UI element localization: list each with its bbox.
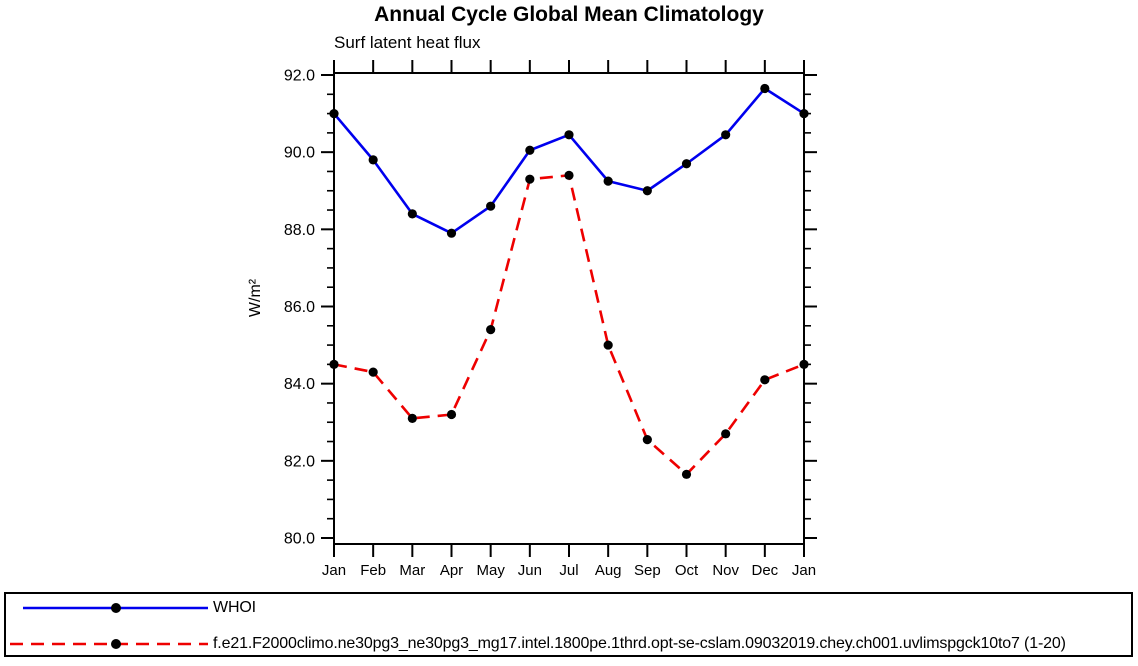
x-tick-label: Jan	[792, 562, 816, 579]
y-tick-label: 86.0	[284, 299, 315, 316]
legend-entry-whoi: WHOI	[8, 595, 256, 621]
x-axis: Jan Feb Mar Apr May Jun Jul Aug Sep Oct Nov Dec Jan	[322, 60, 816, 579]
x-tick-label: Sep	[634, 562, 661, 579]
x-tick-label: May	[476, 562, 505, 579]
y-tick-label: 88.0	[284, 222, 315, 239]
legend-line-sample-model	[10, 639, 208, 649]
x-tick-label: Apr	[440, 562, 463, 579]
legend-line-sample-whoi	[23, 603, 208, 613]
series-line-1	[333, 174, 805, 476]
x-tick-label: Aug	[595, 562, 622, 579]
plot-frame	[333, 72, 805, 545]
y-tick-label: 80.0	[284, 530, 315, 547]
series-markers-1	[329, 170, 809, 479]
x-tick-label: Feb	[360, 562, 386, 579]
y-tick-label: 90.0	[284, 145, 315, 162]
x-tick-label: Jun	[518, 562, 542, 579]
x-tick-label: Oct	[675, 562, 699, 579]
legend-label-model: f.e21.F2000climo.ne30pg3_ne30pg3_mg17.in…	[213, 635, 1066, 652]
x-tick-label: Nov	[712, 562, 739, 579]
x-tick-label: Mar	[399, 562, 425, 579]
annual-cycle-line-chart: Jan Feb Mar Apr May Jun Jul Aug Sep Oct Nov Dec Jan 8…	[284, 60, 817, 579]
y-tick-label: 82.0	[284, 453, 315, 470]
chart-subtitle: Surf latent heat flux	[334, 33, 481, 52]
chart-title: Annual Cycle Global Mean Climatology	[374, 3, 764, 26]
y-axis: 80.0 82.0 84.0 86.0 88.0 90.0 92.0	[284, 68, 817, 547]
legend-box: WHOI f.e21.F2000climo.ne30pg3_ne30pg3_mg…	[4, 592, 1133, 657]
legend-label-whoi: WHOI	[213, 599, 256, 616]
legend-entry-model: f.e21.F2000climo.ne30pg3_ne30pg3_mg17.in…	[8, 631, 1066, 657]
series-markers-0	[329, 83, 809, 238]
x-tick-label: Dec	[751, 562, 778, 579]
series-line-0	[333, 87, 805, 235]
x-tick-label: Jul	[559, 562, 578, 579]
x-tick-label: Jan	[322, 562, 346, 579]
y-tick-label: 92.0	[284, 68, 315, 85]
y-tick-label: 84.0	[284, 376, 315, 393]
